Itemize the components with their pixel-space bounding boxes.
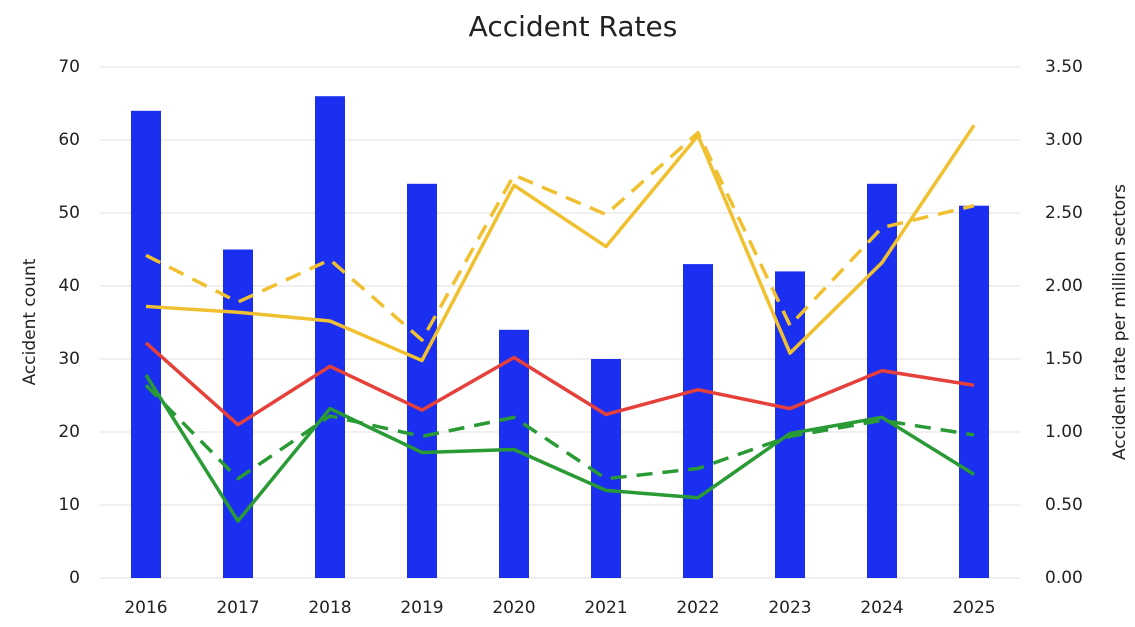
x-tick-label: 2017 xyxy=(216,598,259,618)
y2-tick-label: 2.50 xyxy=(1045,203,1083,223)
y-tick-label: 30 xyxy=(58,349,80,369)
line xyxy=(144,341,975,427)
y2-tick-label: 1.00 xyxy=(1045,422,1083,442)
x-tick-label: 2023 xyxy=(768,598,811,618)
x-tick-label: 2019 xyxy=(400,598,443,618)
y2-tick-label: 0.00 xyxy=(1045,568,1083,588)
x-tick-label: 2016 xyxy=(124,598,167,618)
bar xyxy=(407,183,437,579)
x-tick-label: 2022 xyxy=(676,598,719,618)
y-tick-label: 60 xyxy=(58,130,80,150)
bar xyxy=(959,205,989,578)
y2-tick-label: 3.00 xyxy=(1045,130,1083,150)
dashed-line xyxy=(144,384,975,481)
y2-axis-label: Accident rate per million sectors xyxy=(1110,184,1130,460)
y2-tick-label: 2.00 xyxy=(1045,276,1083,296)
dashed-line xyxy=(145,130,975,342)
y-tick-label: 10 xyxy=(58,495,80,515)
bar xyxy=(683,264,713,578)
x-tick-label: 2018 xyxy=(308,598,351,618)
bar xyxy=(315,96,345,578)
y2-tick-label: 1.50 xyxy=(1045,349,1083,369)
x-tick-label: 2024 xyxy=(860,598,903,618)
chart-title: Accident Rates xyxy=(469,10,678,43)
line xyxy=(144,374,975,523)
y-axis-label: Accident count xyxy=(20,258,40,385)
bar xyxy=(867,183,897,579)
x-tick-label: 2020 xyxy=(492,598,535,618)
y-tick-label: 40 xyxy=(58,276,80,296)
y-tick-label: 20 xyxy=(58,422,80,442)
y-tick-label: 0 xyxy=(69,568,80,588)
x-tick-label: 2025 xyxy=(952,598,995,618)
bar xyxy=(775,271,805,578)
y2-tick-label: 3.50 xyxy=(1045,57,1083,77)
x-tick-label: 2021 xyxy=(584,598,627,618)
y2-tick-label: 0.50 xyxy=(1045,495,1083,515)
bar xyxy=(591,359,621,578)
line xyxy=(145,124,976,363)
y-tick-label: 50 xyxy=(58,203,80,223)
y-tick-label: 70 xyxy=(58,57,80,77)
